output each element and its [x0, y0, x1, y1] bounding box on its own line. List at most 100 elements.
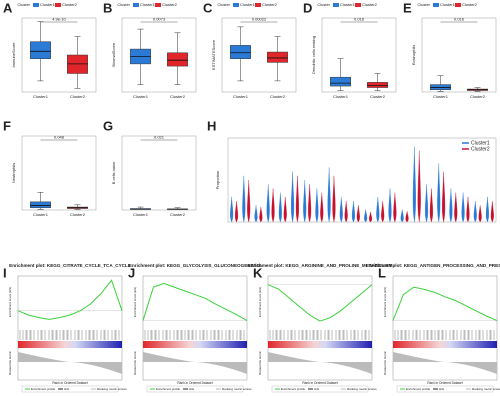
legend-label: Cluster1 — [240, 2, 256, 7]
chart-title: Enrichment plot: KEGG_ANTIGEN_PROCESSING… — [366, 263, 500, 268]
plot-frame — [142, 275, 248, 381]
violin — [339, 196, 343, 223]
violin — [454, 192, 458, 223]
legend-swatch — [155, 3, 161, 7]
violin — [405, 211, 409, 223]
panel-letter: C — [203, 0, 213, 15]
legend-title: Cluster — [217, 2, 230, 7]
legend-label: Cluster2 — [462, 2, 478, 7]
legend-label: Ranking metric scores — [347, 387, 377, 391]
violin — [442, 171, 446, 223]
violin — [417, 150, 421, 223]
legend-box — [396, 385, 494, 393]
heat-bar — [143, 341, 247, 348]
y2-axis-label: Ranked list metric — [133, 351, 137, 375]
violin — [485, 196, 490, 223]
legend-label: Hits — [64, 387, 70, 391]
x-tick-label: Cluster1 — [233, 94, 249, 99]
panel-letter: G — [103, 118, 113, 133]
y-axis-label: Enrichment score (ES) — [8, 287, 12, 317]
y-axis-label: Eosinophils — [411, 45, 416, 65]
chart-title: Enrichment plot: KEGG_GLYCOLYSIS_GLUCONE… — [129, 263, 261, 268]
y-axis-label: Neutrophils — [11, 163, 16, 183]
panel-letter: E — [403, 0, 412, 15]
x-tick-label: Cluster2 — [70, 212, 86, 217]
legend-swatch — [255, 3, 261, 7]
violin — [376, 196, 380, 223]
x-tick-label: Cluster1 — [133, 94, 149, 99]
legend-label: Hits — [189, 387, 195, 391]
ranked-metric — [143, 352, 247, 374]
violin — [278, 192, 282, 223]
violin — [381, 200, 385, 223]
violin — [393, 192, 397, 223]
heat-bar — [393, 341, 497, 348]
legend-swatch — [433, 3, 439, 7]
x-axis-label: Rank in Ordered Dataset — [302, 381, 337, 385]
x-tick-label: Cluster2 — [270, 94, 286, 99]
p-value: 0.00022 — [252, 17, 267, 22]
panel-letter: H — [207, 118, 216, 133]
enrichment-line — [392, 286, 498, 322]
plot-frame — [121, 17, 197, 93]
legend-title: Cluster — [317, 2, 330, 7]
legend-box — [21, 385, 119, 393]
p-value: 0.048 — [54, 135, 65, 140]
x-tick-label: Cluster1 — [33, 212, 49, 217]
p-value: 0.021 — [154, 135, 165, 140]
violin — [356, 205, 360, 223]
y2-axis-label: Ranked list metric — [258, 351, 262, 375]
violin — [400, 209, 404, 223]
violin — [461, 192, 465, 223]
legend-label: Enrichment profile — [406, 387, 431, 391]
y-axis-label: Enrichment score (ES) — [133, 287, 137, 317]
violin — [259, 206, 263, 223]
legend-label: Enrichment profile — [281, 387, 306, 391]
plot-frame — [221, 17, 297, 93]
x-tick-label: Cluster2 — [470, 94, 486, 99]
violin — [303, 179, 307, 223]
plot-frame — [17, 275, 123, 381]
violin — [320, 192, 324, 223]
y-axis-label: B cells naive — [111, 161, 116, 184]
legend-label: Hits — [439, 387, 445, 391]
violin — [466, 196, 470, 223]
legend-label: Cluster1 — [440, 2, 456, 7]
legend-label: Ranking metric scores — [472, 387, 500, 391]
panel-letter: D — [303, 0, 312, 15]
legend-label: Cluster2 — [162, 2, 178, 7]
violin — [271, 188, 275, 223]
legend-box — [271, 385, 369, 393]
panel-letter: I — [3, 265, 7, 280]
plot-frame — [321, 17, 397, 93]
chart-title: Enrichment plot: KEGG_ARGININE_AND_PROLI… — [248, 263, 393, 268]
legend-swatch — [455, 3, 461, 7]
panel-letter: F — [3, 118, 11, 133]
hits — [19, 330, 120, 340]
violin — [291, 171, 295, 223]
heat-bar — [18, 341, 122, 348]
violin — [308, 184, 312, 223]
violin — [266, 184, 270, 223]
violin — [449, 188, 453, 223]
violin — [315, 188, 319, 223]
x-tick-label: Cluster1 — [133, 212, 149, 217]
y2-axis-label: Ranked list metric — [8, 351, 12, 375]
legend-swatch — [233, 3, 239, 7]
y-axis-label: Enrichment score (ES) — [383, 287, 387, 317]
violin — [473, 200, 477, 223]
ranked-metric — [18, 352, 122, 374]
box — [330, 76, 351, 87]
box — [30, 201, 51, 209]
box — [167, 52, 188, 67]
legend-label: Ranking metric scores — [97, 387, 127, 391]
violin — [254, 205, 258, 223]
ranked-metric — [393, 352, 497, 374]
y2-axis-label: Ranked list metric — [383, 351, 387, 375]
violin — [429, 188, 433, 223]
p-value: 0.016 — [354, 17, 365, 22]
x-axis-label: Rank in Ordered Dataset — [177, 381, 212, 385]
enrichment-line — [17, 279, 123, 320]
legend-label: Cluster2 — [362, 2, 378, 7]
legend-box — [146, 385, 244, 393]
